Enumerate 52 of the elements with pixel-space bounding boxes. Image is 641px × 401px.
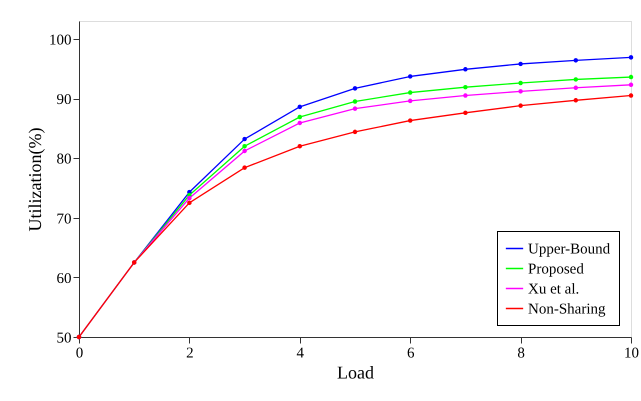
point xyxy=(518,62,523,66)
x-tick-label: 6 xyxy=(406,346,415,362)
point xyxy=(242,148,247,154)
point xyxy=(628,55,634,60)
point xyxy=(463,67,468,72)
point xyxy=(574,86,578,90)
point xyxy=(242,165,247,170)
point xyxy=(518,89,523,94)
point xyxy=(628,74,634,80)
point xyxy=(298,120,302,126)
point xyxy=(298,104,302,110)
point xyxy=(463,93,468,98)
point xyxy=(574,77,578,82)
x-tick-label: 2 xyxy=(186,346,194,362)
x-axis-title: Load xyxy=(337,362,374,382)
point xyxy=(352,130,358,134)
y-axis-title: Utilization(%) xyxy=(25,128,45,232)
point xyxy=(628,93,634,98)
point xyxy=(242,136,247,142)
point xyxy=(408,98,412,104)
point xyxy=(628,82,634,88)
y-tick-label: 100 xyxy=(49,32,72,48)
x-tick-label: 8 xyxy=(517,346,525,362)
x-tick-label: 4 xyxy=(296,346,305,362)
point xyxy=(463,84,468,90)
legend-label: Proposed xyxy=(528,262,584,278)
point xyxy=(187,200,192,206)
x-tick-label: 0 xyxy=(76,346,84,362)
y-tick-label: 60 xyxy=(56,270,72,287)
y-tick-label: 80 xyxy=(56,152,72,168)
legend-label: Xu et al. xyxy=(528,282,580,298)
legend-label: Upper-Bound xyxy=(528,242,611,258)
y-tick-label: 50 xyxy=(56,330,72,346)
point xyxy=(352,86,358,91)
point xyxy=(352,99,358,104)
point xyxy=(574,58,578,63)
x-tick-label: 10 xyxy=(624,346,639,362)
legend-label: Non-Sharing xyxy=(528,302,606,318)
point xyxy=(518,103,523,108)
point xyxy=(352,106,358,111)
y-tick-label: 70 xyxy=(56,211,72,228)
point xyxy=(574,98,578,103)
y-tick-label: 90 xyxy=(56,92,72,108)
point xyxy=(408,74,412,79)
point xyxy=(463,110,468,116)
point xyxy=(518,80,523,86)
point xyxy=(408,118,412,123)
point xyxy=(242,144,247,148)
point xyxy=(187,196,192,200)
point xyxy=(298,114,302,120)
point xyxy=(298,144,302,148)
point xyxy=(408,90,412,95)
